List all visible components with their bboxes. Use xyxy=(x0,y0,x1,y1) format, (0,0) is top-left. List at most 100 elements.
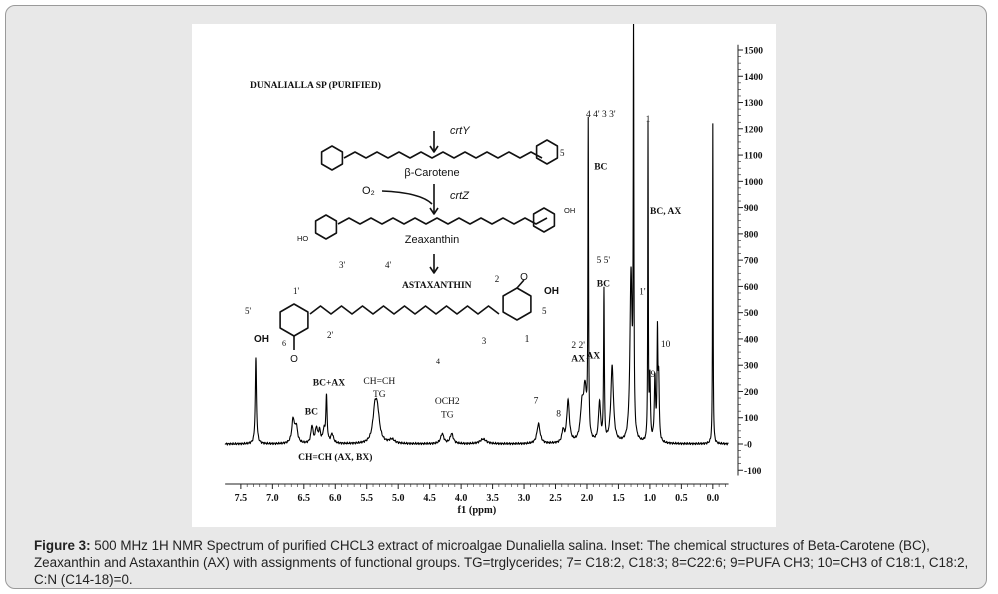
peak-annotation: BC xyxy=(597,279,610,289)
ax-polyene-chain xyxy=(309,305,500,315)
x-tick-label: 2.0 xyxy=(581,493,594,504)
y-tick-label: 1300 xyxy=(744,99,763,109)
ax-label-5p: 5' xyxy=(245,306,252,316)
y-tick-label: 1400 xyxy=(744,73,763,83)
ax-label-5: 5 xyxy=(542,306,547,316)
peak-annotation: BC xyxy=(594,163,607,173)
zx-right-ring xyxy=(532,207,556,233)
ax-left-ring xyxy=(279,303,309,337)
zx-oh-label: OH xyxy=(564,206,575,215)
ax-arrowhead xyxy=(429,266,439,274)
y-tick-label: -0 xyxy=(744,441,752,451)
figure-caption: Figure 3: 500 MHz 1H NMR Spectrum of pur… xyxy=(34,537,974,588)
x-tick-label: 6.5 xyxy=(298,493,311,504)
peak-annotation: 1' xyxy=(639,287,646,297)
ax-label-4: 4 xyxy=(436,357,440,366)
x-tick-label: 0.0 xyxy=(707,493,720,504)
bc-position-5-label: 5 xyxy=(560,148,565,158)
peak-annotation: 1 xyxy=(646,115,651,125)
peak-annotation: 8 xyxy=(556,409,561,419)
x-tick-label: 0.5 xyxy=(675,493,688,504)
zx-polyene-chain xyxy=(337,217,548,225)
crtZ-arrowhead xyxy=(429,207,439,215)
y-tick-label: 600 xyxy=(744,283,759,293)
x-tick-label: 6.0 xyxy=(329,493,342,504)
peak-annotation: AX xyxy=(586,352,600,362)
bc-left-ring xyxy=(320,145,344,171)
spectrum-series-line xyxy=(224,24,729,446)
peak-annotation: OCH2 xyxy=(435,397,460,407)
crtZ-label: crtZ xyxy=(450,190,470,202)
x-tick-label: 4.0 xyxy=(455,493,468,504)
nmr-spectrum-chart: DUNALIALLA SP (PURIFIED) -100 -0 100 200 300 4… xyxy=(224,24,763,516)
peak-annotation: 7 xyxy=(534,396,539,406)
beta-carotene-label: β-Carotene xyxy=(404,167,459,179)
y-tick-label: 900 xyxy=(744,204,759,214)
y-tick-label: 300 xyxy=(744,362,759,372)
peak-annotation: 5 5' xyxy=(597,256,611,266)
y-tick-label: 100 xyxy=(744,414,759,424)
ax-ketone-top xyxy=(516,279,525,289)
y-tick-label: 500 xyxy=(744,309,759,319)
y-tick-label: 1000 xyxy=(744,178,763,188)
bc-right-ring xyxy=(535,139,559,165)
y-tick-label: 1100 xyxy=(744,152,763,162)
nmr-plot-area: DUNALIALLA SP (PURIFIED) -100 -0 100 200 300 4… xyxy=(192,24,776,527)
y-tick-label: 700 xyxy=(744,257,759,267)
peak-annotation: AX xyxy=(571,354,585,364)
chart-title: DUNALIALLA SP (PURIFIED) xyxy=(250,80,381,91)
y-tick-label: 1200 xyxy=(744,125,763,135)
ax-label-1: 1 xyxy=(525,334,530,345)
crtY-label: crtY xyxy=(450,125,470,137)
ax-label-3: 3 xyxy=(482,336,487,346)
ax-label-2: 2 xyxy=(495,274,500,284)
y-tick-label: -100 xyxy=(744,467,762,477)
bc-polyene-chain xyxy=(343,151,543,159)
ax-label-6: 6 xyxy=(282,339,286,348)
peak-annotation: BC xyxy=(305,408,318,418)
figure-frame: DUNALIALLA SP (PURIFIED) -100 -0 100 200 300 4… xyxy=(5,5,987,589)
y-tick-label: 800 xyxy=(744,230,759,240)
ax-label-2p: 2' xyxy=(327,330,334,340)
caption-label: Figure 3: xyxy=(34,538,91,553)
zeaxanthin-label: Zeaxanthin xyxy=(405,234,459,246)
peak-annotation: TG xyxy=(373,390,386,400)
y-tick-label: 400 xyxy=(744,335,759,345)
x-tick-label: 7.0 xyxy=(266,493,279,504)
astaxanthin-label: ASTAXANTHIN xyxy=(402,281,472,291)
peak-annotation: CH=CH (AX, BX) xyxy=(298,452,372,463)
x-tick-label: 5.0 xyxy=(392,493,405,504)
ax-o-top: O xyxy=(520,272,528,283)
peak-annotation: 9 xyxy=(651,370,656,380)
peak-annotation: CH=CH xyxy=(363,377,395,387)
ax-o-bottom: O xyxy=(290,354,298,365)
caption-text: 500 MHz 1H NMR Spectrum of purified CHCL… xyxy=(34,538,969,587)
y-tick-label: 1500 xyxy=(744,47,763,57)
x-tick-label: 2.5 xyxy=(549,493,562,504)
o2-label: O₂ xyxy=(362,185,375,197)
ax-label-3p: 3' xyxy=(339,260,346,270)
x-tick-label: 5.5 xyxy=(360,493,373,504)
y-tick-label: 200 xyxy=(744,388,759,398)
ax-oh-right: OH xyxy=(544,286,559,297)
peak-annotation: BC, AX xyxy=(650,207,681,217)
zx-ho-label: HO xyxy=(297,234,308,243)
ax-right-ring xyxy=(502,287,532,321)
x-tick-label: 4.5 xyxy=(423,493,436,504)
peak-annotation: 2 2' xyxy=(571,341,585,351)
crtY-arrowhead xyxy=(429,145,439,153)
x-tick-label: 1.5 xyxy=(612,493,625,504)
zx-left-ring xyxy=(314,214,338,240)
peak-annotation: 4 4' 3 3' xyxy=(586,110,616,120)
x-tick-label: 3.5 xyxy=(486,493,499,504)
peak-annotation: 10 xyxy=(661,340,671,350)
ax-label-4p: 4' xyxy=(385,260,392,270)
peak-annotation: TG xyxy=(441,411,454,421)
x-tick-label: 7.5 xyxy=(235,493,248,504)
o2-arrow xyxy=(381,190,433,205)
x-axis-label: f1 (ppm) xyxy=(457,505,496,516)
peak-annotation: BC+AX xyxy=(313,379,345,389)
ax-label-1p: 1' xyxy=(293,286,300,296)
x-tick-label: 1.0 xyxy=(644,493,657,504)
ax-oh-left: OH xyxy=(254,334,269,345)
